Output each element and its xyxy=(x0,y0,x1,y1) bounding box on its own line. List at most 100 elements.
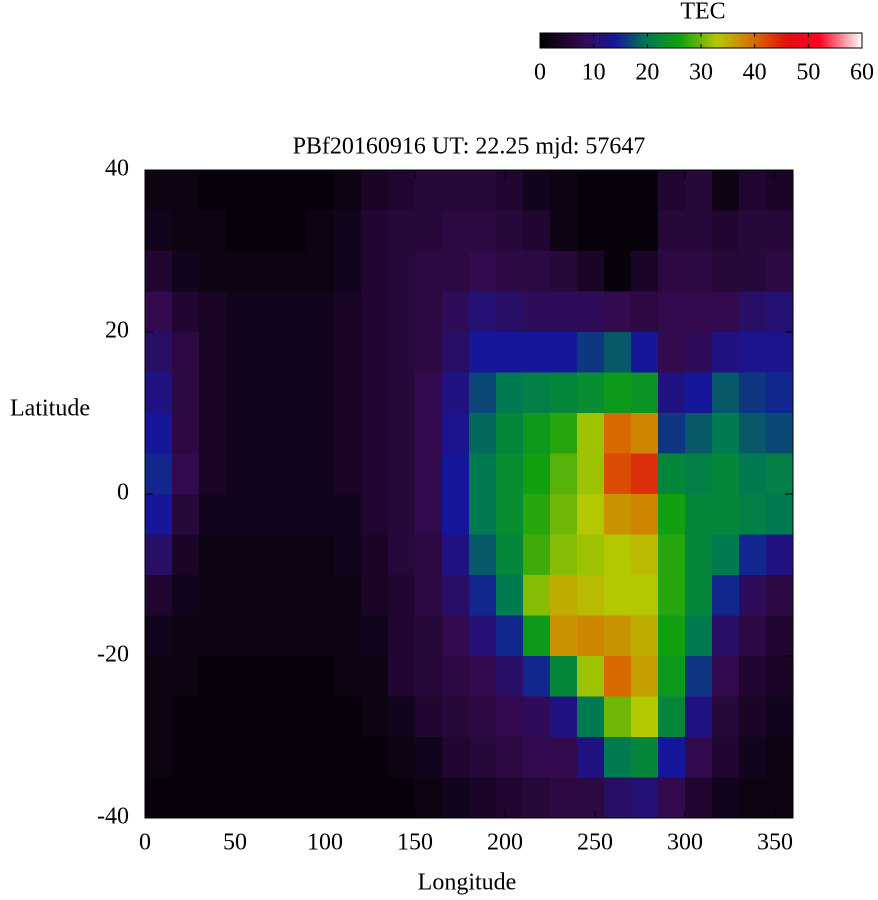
heatmap-cell xyxy=(766,210,794,252)
heatmap-cell xyxy=(280,170,308,211)
heatmap-cell xyxy=(496,777,524,819)
x-tick-label: 150 xyxy=(397,830,433,856)
heatmap-cell xyxy=(550,777,578,819)
heatmap-cell xyxy=(577,615,605,657)
heatmap-cell xyxy=(145,777,173,819)
heatmap-cell xyxy=(604,494,632,535)
heatmap-cell xyxy=(172,210,200,252)
heatmap-cell xyxy=(388,696,416,738)
heatmap-cell xyxy=(631,413,659,454)
heatmap-cell xyxy=(523,656,551,697)
heatmap-cell xyxy=(253,534,281,576)
heatmap-cell xyxy=(766,696,794,738)
heatmap-cell xyxy=(469,494,497,535)
heatmap-cell xyxy=(631,453,659,495)
heatmap-cell xyxy=(469,696,497,738)
heatmap-cell xyxy=(631,170,659,211)
heatmap-cell xyxy=(712,372,740,414)
heatmap-cell xyxy=(307,777,335,819)
heatmap-cell xyxy=(469,777,497,819)
heatmap-cell xyxy=(523,777,551,819)
heatmap-cell xyxy=(550,494,578,535)
heatmap-cell xyxy=(361,696,389,738)
heatmap-cell xyxy=(496,453,524,495)
heatmap-cell xyxy=(739,291,767,333)
heatmap-cell xyxy=(739,737,767,778)
heatmap-cell xyxy=(550,575,578,616)
heatmap-cell xyxy=(685,170,713,211)
heatmap-cell xyxy=(631,291,659,333)
heatmap-cell xyxy=(199,332,227,373)
heatmap-cell xyxy=(523,332,551,373)
heatmap-cell xyxy=(361,575,389,616)
heatmap-cell xyxy=(496,291,524,333)
heatmap-cell xyxy=(280,494,308,535)
heatmap-cell xyxy=(739,251,767,292)
heatmap-cell xyxy=(172,291,200,333)
heatmap-cell xyxy=(550,656,578,697)
heatmap-cell xyxy=(253,656,281,697)
heatmap-cell xyxy=(442,332,470,373)
x-tick-label: 0 xyxy=(139,830,151,856)
heatmap-cell xyxy=(361,251,389,292)
heatmap-cell xyxy=(577,534,605,576)
heatmap-cell xyxy=(280,696,308,738)
heatmap-cell xyxy=(577,696,605,738)
heatmap-cell xyxy=(388,575,416,616)
x-tick-label: 300 xyxy=(667,830,703,856)
heatmap-cell xyxy=(523,291,551,333)
heatmap-cell xyxy=(172,251,200,292)
heatmap-cell xyxy=(604,170,632,211)
y-tick-label: -20 xyxy=(97,642,129,668)
heatmap-cell xyxy=(685,332,713,373)
heatmap-cell xyxy=(415,170,443,211)
heatmap-cell xyxy=(739,656,767,697)
heatmap-cell xyxy=(469,534,497,576)
heatmap-cell xyxy=(550,615,578,657)
x-tick-label: 250 xyxy=(577,830,613,856)
heatmap-cell xyxy=(523,251,551,292)
heatmap-cell xyxy=(712,453,740,495)
heatmap-cell xyxy=(226,696,254,738)
heatmap-cell xyxy=(361,210,389,252)
heatmap-cell xyxy=(469,170,497,211)
heatmap-cell xyxy=(145,413,173,454)
heatmap-cell xyxy=(199,575,227,616)
heatmap-cell xyxy=(577,656,605,697)
heatmap-cell xyxy=(199,251,227,292)
heatmap-cell xyxy=(523,413,551,454)
heatmap-cell xyxy=(307,372,335,414)
heatmap-cell xyxy=(415,413,443,454)
heatmap-cell xyxy=(334,210,362,252)
heatmap-cell xyxy=(658,291,686,333)
heatmap-cell xyxy=(469,575,497,616)
heatmap-cell xyxy=(523,696,551,738)
heatmap-cell xyxy=(253,291,281,333)
heatmap-cell xyxy=(658,170,686,211)
heatmap-cell xyxy=(280,777,308,819)
heatmap-cell xyxy=(253,737,281,778)
heatmap-cell xyxy=(739,494,767,535)
heatmap-cell xyxy=(766,575,794,616)
heatmap-cell xyxy=(685,210,713,252)
heatmap-cell xyxy=(253,575,281,616)
heatmap-cell xyxy=(550,413,578,454)
heatmap-cell xyxy=(604,534,632,576)
heatmap-cell xyxy=(388,251,416,292)
heatmap-cell xyxy=(712,170,740,211)
heatmap-cell xyxy=(766,615,794,657)
heatmap-cell xyxy=(226,291,254,333)
heatmap-cell xyxy=(145,494,173,535)
heatmap-cell xyxy=(388,615,416,657)
heatmap-cell xyxy=(280,656,308,697)
heatmap-cell xyxy=(361,372,389,414)
heatmap-cell xyxy=(280,291,308,333)
heatmap-cell xyxy=(226,777,254,819)
heatmap-cell xyxy=(226,737,254,778)
heatmap-cell xyxy=(199,453,227,495)
heatmap-cell xyxy=(442,696,470,738)
heatmap-cell xyxy=(442,737,470,778)
heatmap-cell xyxy=(442,656,470,697)
heatmap-cell xyxy=(496,656,524,697)
heatmap-cell xyxy=(172,453,200,495)
